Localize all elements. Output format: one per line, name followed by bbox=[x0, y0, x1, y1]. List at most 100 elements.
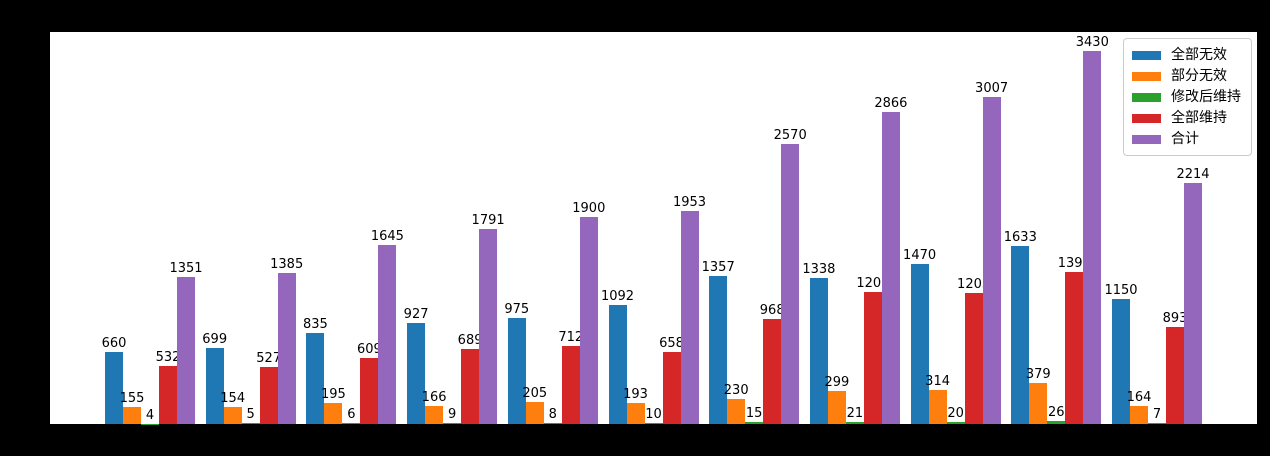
bar-value-label: 1357 bbox=[701, 260, 735, 276]
bar-value-label: 205 bbox=[522, 385, 548, 401]
legend-swatch-total bbox=[1132, 134, 1161, 144]
bar-value-label: 20 bbox=[947, 405, 964, 421]
bar-partial-invalid bbox=[1029, 382, 1048, 424]
legend-swatch-maintained-amended bbox=[1132, 92, 1161, 102]
bar-fully-maintained bbox=[964, 293, 983, 424]
bar-value-label: 379 bbox=[1025, 366, 1051, 382]
bar-value-label: 164 bbox=[1126, 390, 1152, 406]
bar-value-label: 1953 bbox=[672, 195, 707, 211]
bar-total bbox=[378, 244, 397, 424]
bar-maintained-amended bbox=[543, 423, 562, 424]
bar-partial-invalid bbox=[727, 398, 746, 424]
legend-swatch-fully-maintained bbox=[1132, 113, 1161, 123]
bar-value-label: 7 bbox=[1152, 407, 1162, 423]
legend-item-all-invalid: 全部无效 bbox=[1132, 46, 1241, 64]
bar-value-label: 1338 bbox=[802, 262, 836, 278]
legend-label: 部分无效 bbox=[1171, 68, 1227, 84]
bar-value-label: 532 bbox=[155, 350, 181, 366]
bar-value-label: 1385 bbox=[270, 257, 304, 273]
bar-value-label: 893 bbox=[1162, 310, 1188, 326]
bar-value-label: 2866 bbox=[874, 95, 908, 111]
bar-partial-invalid bbox=[626, 402, 645, 424]
bar-maintained-amended bbox=[946, 421, 965, 424]
bar-all-invalid bbox=[507, 317, 526, 424]
bar-value-label: 2570 bbox=[773, 128, 807, 144]
bar-value-label: 2214 bbox=[1176, 166, 1210, 182]
bar-total bbox=[1184, 182, 1202, 424]
bar-value-label: 155 bbox=[119, 391, 145, 407]
bar-total bbox=[277, 273, 296, 424]
bar-value-label: 699 bbox=[202, 331, 228, 347]
bar-all-invalid bbox=[205, 347, 224, 424]
legend-label: 合计 bbox=[1171, 131, 1199, 147]
bar-value-label: 154 bbox=[220, 391, 246, 407]
bar-fully-maintained bbox=[662, 352, 681, 424]
bar-value-label: 660 bbox=[101, 336, 127, 352]
bar-total bbox=[781, 144, 800, 424]
bar-maintained-amended bbox=[644, 422, 663, 424]
bar-value-label: 195 bbox=[320, 386, 346, 402]
bar-fully-maintained bbox=[461, 348, 480, 424]
bar-fully-maintained bbox=[1065, 272, 1084, 424]
legend-swatch-partial-invalid bbox=[1132, 71, 1161, 81]
bar-maintained-amended bbox=[845, 421, 864, 424]
bar-value-label: 1645 bbox=[370, 228, 404, 244]
bar-value-label: 1208 bbox=[856, 276, 890, 292]
bar-all-invalid bbox=[809, 278, 828, 424]
bar-value-label: 1470 bbox=[903, 247, 937, 263]
legend-item-total: 合计 bbox=[1132, 130, 1241, 148]
bar-fully-maintained bbox=[360, 357, 379, 424]
bar-total bbox=[1083, 50, 1102, 424]
bar-maintained-amended bbox=[241, 423, 260, 424]
bar-value-label: 835 bbox=[302, 317, 328, 333]
bar-partial-invalid bbox=[928, 389, 947, 424]
legend-item-maintained-amended: 修改后维持 bbox=[1132, 88, 1241, 106]
bar-value-label: 968 bbox=[759, 302, 785, 318]
legend-label: 全部维持 bbox=[1171, 110, 1227, 126]
bar-partial-invalid bbox=[1130, 406, 1148, 424]
legend-swatch-all-invalid bbox=[1132, 50, 1161, 60]
bar-value-label: 6 bbox=[347, 407, 356, 423]
bar-value-label: 1092 bbox=[600, 289, 635, 305]
bar-value-label: 26 bbox=[1048, 405, 1065, 421]
bar-value-label: 10 bbox=[645, 406, 662, 422]
bar-all-invalid bbox=[105, 352, 123, 424]
bar-value-label: 3007 bbox=[975, 80, 1009, 96]
bar-partial-invalid bbox=[223, 407, 242, 424]
legend-label: 修改后维持 bbox=[1171, 89, 1241, 105]
bar-value-label: 975 bbox=[504, 301, 530, 317]
bar-value-label: 927 bbox=[403, 307, 429, 323]
legend-item-fully-maintained: 全部维持 bbox=[1132, 109, 1241, 127]
bar-value-label: 1900 bbox=[572, 201, 606, 217]
bar-maintained-amended bbox=[1148, 423, 1166, 424]
plot-area: 660 155 4 532 1351 699 154 5 527 1385 835 195 6 609 16… bbox=[50, 32, 1257, 424]
bar-maintained-amended bbox=[443, 423, 462, 424]
bar-partial-invalid bbox=[324, 402, 343, 424]
bar-partial-invalid bbox=[525, 401, 544, 424]
bar-all-invalid bbox=[306, 333, 325, 424]
bar-fully-maintained bbox=[863, 292, 882, 424]
bar-total bbox=[982, 96, 1001, 424]
bar-value-label: 658 bbox=[659, 336, 684, 352]
bar-fully-maintained bbox=[259, 366, 278, 424]
bar-fully-maintained bbox=[159, 366, 177, 424]
bar-fully-maintained bbox=[561, 346, 580, 424]
bar-value-label: 689 bbox=[457, 332, 483, 348]
bar-value-label: 1351 bbox=[169, 260, 203, 276]
bar-all-invalid bbox=[910, 263, 929, 424]
bar-total bbox=[177, 276, 195, 424]
bar-value-label: 21 bbox=[846, 405, 864, 421]
bar-value-label: 3430 bbox=[1075, 34, 1109, 50]
bar-fully-maintained bbox=[1166, 326, 1184, 424]
bar-maintained-amended bbox=[745, 422, 764, 424]
bar-maintained-amended bbox=[1047, 421, 1066, 424]
bar-total bbox=[479, 228, 498, 424]
bar-partial-invalid bbox=[425, 405, 444, 424]
bar-value-label: 9 bbox=[447, 407, 457, 423]
bar-value-label: 527 bbox=[256, 350, 282, 366]
bar-value-label: 1392 bbox=[1057, 256, 1091, 272]
bar-value-label: 712 bbox=[558, 330, 584, 346]
bar-all-invalid bbox=[709, 276, 728, 424]
legend: 全部无效部分无效修改后维持全部维持合计 bbox=[1123, 38, 1252, 156]
